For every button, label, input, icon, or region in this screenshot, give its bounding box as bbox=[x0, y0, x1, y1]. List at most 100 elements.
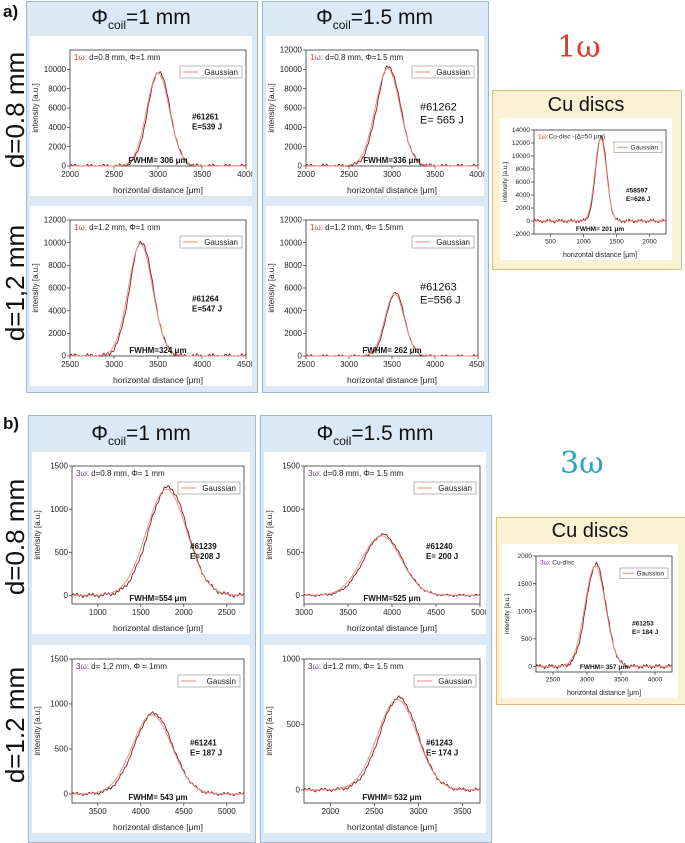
legend-label: Gaussian bbox=[204, 238, 238, 247]
plot-frame bbox=[71, 658, 245, 804]
x-tick-label: 4000 bbox=[426, 360, 444, 369]
x-axis-label: horizontal distance [μm] bbox=[563, 252, 637, 259]
y-tick-label: 500 bbox=[287, 548, 301, 557]
y-axis-label: intensity [a.u.] bbox=[502, 162, 509, 202]
x-tick-label: 5000 bbox=[471, 608, 486, 617]
x-tick-label: 4500 bbox=[427, 608, 445, 617]
x-tick-label: 3500 bbox=[339, 608, 357, 617]
x-tick-label: 4500 bbox=[237, 360, 252, 369]
chart-svg-b12: 3000 3500 4000 4500 5000 0 500 1000 1500 horizont… bbox=[264, 452, 489, 634]
chart-b21: 3500 4000 4500 5000 0 500 1000 1500 horizontal d… bbox=[32, 645, 250, 833]
x-tick-label: 2500 bbox=[546, 677, 561, 684]
y-tick-label: -2000 bbox=[513, 231, 530, 238]
x-tick-label: 3000 bbox=[410, 807, 428, 816]
y-tick-label: 0 bbox=[298, 162, 303, 171]
y-tick-label: 6000 bbox=[284, 104, 302, 113]
x-axis-label: horizontal distance [μm] bbox=[347, 375, 437, 385]
legend-box bbox=[413, 674, 477, 688]
y-tick-label: 10000 bbox=[280, 65, 303, 74]
x-tick-label: 4500 bbox=[469, 360, 484, 369]
y-tick-label: 6000 bbox=[48, 284, 66, 293]
y-tick-label: 0 bbox=[298, 352, 303, 361]
plot-title: 3ω: d=0.8 mm, Φ= 1 mm bbox=[76, 469, 165, 478]
a-row1-label: d=0.8 mm bbox=[0, 51, 30, 169]
legend-box bbox=[177, 674, 241, 688]
x-tick-label: 2000 bbox=[642, 239, 657, 246]
y-tick-label: 1000 bbox=[50, 700, 68, 709]
section-a-label: a) bbox=[3, 2, 19, 21]
y-tick-label: 1500 bbox=[282, 462, 300, 471]
legend-box bbox=[179, 65, 243, 79]
x-tick-label: 4500 bbox=[175, 807, 193, 816]
y-tick-label: 12000 bbox=[280, 216, 303, 225]
fwhm-label: FWHM= 306 μm bbox=[128, 156, 187, 165]
gaussian-fit-line bbox=[536, 565, 672, 667]
y-tick-label: 1500 bbox=[50, 655, 68, 664]
y-tick-label: 500 bbox=[287, 720, 301, 729]
legend-label: Gaussian bbox=[204, 68, 238, 77]
chart-a12: 2000250030003500400002000400060008000100… bbox=[266, 36, 487, 196]
energy-label: E= 184 J bbox=[632, 629, 659, 636]
fwhm-label: FWHM= 262 μm bbox=[362, 346, 421, 355]
y-tick-label: 8000 bbox=[48, 84, 66, 93]
energy-label: E=626 J bbox=[626, 196, 651, 203]
x-tick-label: 2000 bbox=[297, 170, 315, 179]
chart-svg-bcu: 2500 3000 3500 4000 0 500 1000 1500 2000 horizont… bbox=[502, 544, 678, 698]
y-tick-label: 8000 bbox=[516, 166, 531, 173]
fwhm-label: FWHM= 532 μm bbox=[362, 793, 421, 802]
y-tick-label: 0 bbox=[64, 790, 69, 799]
shot-number: #61241 bbox=[190, 738, 217, 747]
legend-box bbox=[179, 235, 243, 249]
legend-label: Gaussian bbox=[436, 238, 470, 247]
legend-box bbox=[613, 141, 663, 153]
plot-frame bbox=[71, 465, 245, 605]
y-axis-label: intensity [a.u.] bbox=[31, 263, 40, 312]
x-tick-label: 5000 bbox=[218, 807, 236, 816]
y-tick-label: 1000 bbox=[50, 505, 68, 514]
y-tick-label: 8000 bbox=[48, 261, 66, 270]
x-tick-label: 3000 bbox=[149, 170, 167, 179]
y-tick-label: 2000 bbox=[48, 329, 66, 338]
chart-svg-b21: 3500 4000 4500 5000 0 500 1000 1500 horizontal d… bbox=[32, 645, 250, 833]
y-axis-label: intensity [a.u.] bbox=[267, 263, 276, 312]
y-tick-label: 10000 bbox=[280, 238, 303, 247]
x-tick-label: 4000 bbox=[383, 608, 401, 617]
y-tick-label: 4000 bbox=[48, 306, 66, 315]
y-tick-label: 6000 bbox=[48, 104, 66, 113]
gaussian-fit-line bbox=[534, 137, 666, 222]
plot-title: 1ω: d=1.2 mm, Φ=1 mm bbox=[74, 223, 161, 232]
shot-number: #61262 bbox=[420, 101, 457, 113]
shot-number: #58597 bbox=[626, 187, 648, 194]
y-tick-label: 4000 bbox=[48, 123, 66, 132]
y-tick-label: 2000 bbox=[516, 205, 531, 212]
y-tick-label: 12000 bbox=[512, 140, 530, 147]
x-tick-label: 2000 bbox=[61, 170, 79, 179]
legend-box bbox=[177, 481, 241, 495]
x-tick-label: 4000 bbox=[237, 170, 252, 179]
x-tick-label: 1500 bbox=[132, 608, 150, 617]
chart-a11: 2000250030003500400002000400060008000100… bbox=[30, 36, 255, 196]
energy-label: E= 187 J bbox=[190, 748, 222, 757]
x-axis-label: horizontal distance [μm] bbox=[113, 375, 203, 385]
legend-label: Gaussion bbox=[637, 571, 665, 578]
energy-label: E= 200 J bbox=[426, 552, 458, 561]
chart-b22: 2000 2500 3000 3500 0 500 1000 horizontal dista… bbox=[264, 645, 486, 833]
x-axis-label: horizontal distance [μm] bbox=[113, 185, 203, 195]
x-axis-label: horizontal distance [μm] bbox=[347, 822, 437, 832]
shot-number: #61239 bbox=[190, 542, 217, 551]
y-tick-label: 6000 bbox=[284, 284, 302, 293]
legend-label: Gaussian bbox=[438, 484, 472, 493]
chart-svg-b11: 1000 1500 2000 2500 0 500 1000 1500 horizontal d… bbox=[32, 452, 250, 634]
fwhm-label: FWHM= 201 μm bbox=[576, 226, 624, 233]
plot-frame bbox=[303, 658, 481, 804]
fwhm-label: FWHM=554 μm bbox=[129, 594, 186, 603]
legend-box bbox=[413, 481, 477, 495]
y-tick-label: 0 bbox=[64, 591, 69, 600]
energy-label: E= 174 J bbox=[426, 748, 458, 757]
plot-title: 1ω: d=1.2 mm, Φ= 1.5mm bbox=[310, 223, 403, 232]
y-tick-label: 1500 bbox=[518, 581, 533, 588]
b-col1-title: Φcoil=1 mm bbox=[91, 422, 191, 449]
chart-b12: 3000 3500 4000 4500 5000 0 500 1000 1500 horizont… bbox=[264, 452, 489, 634]
gaussian-fit-line bbox=[70, 243, 246, 357]
chart-bcu: 2500 3000 3500 4000 0 500 1000 1500 2000 horizont… bbox=[502, 544, 678, 698]
